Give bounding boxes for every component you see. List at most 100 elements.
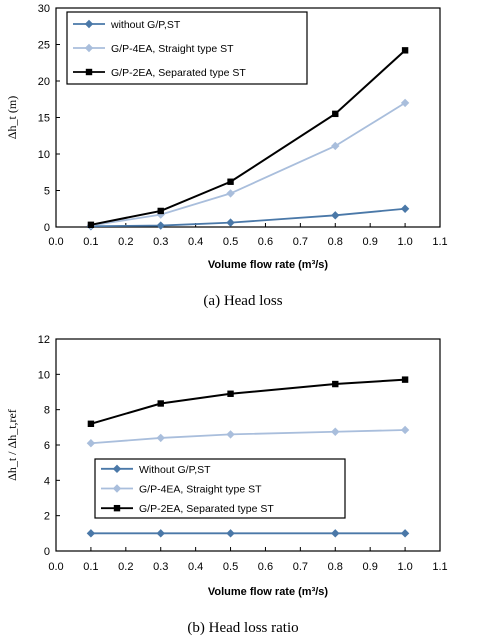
x-tick-label: 1.1 <box>432 561 447 573</box>
y-tick-label: 8 <box>44 405 50 417</box>
figure-caption: (a) Head loss <box>203 293 282 309</box>
series-line <box>90 102 406 227</box>
x-tick-label: 0.9 <box>363 561 378 573</box>
data-point <box>227 178 234 185</box>
chart-head-loss: 0.0 0.1 0.2 0.3 0.4 0.5 0.6 0.7 0.8 0.9 1.0 1.1 0 5 10… <box>5 3 448 309</box>
y-axis-title: Δh_t / Δh_t,ref <box>5 409 19 481</box>
legend-label: G/P-2EA, Separated type ST <box>139 503 274 515</box>
data-point <box>400 98 410 108</box>
y-tick-label: 10 <box>38 369 50 381</box>
data-point <box>156 433 165 443</box>
y-tick-label: 20 <box>38 76 50 88</box>
legend-item: G/P-2EA, Separated type ST <box>73 67 246 79</box>
legend-item: G/P-4EA, Straight type ST <box>101 484 262 496</box>
data-point <box>87 420 95 427</box>
series-2 <box>86 425 410 448</box>
legend-item: G/P-4EA, Straight type ST <box>73 43 234 55</box>
y-tick-label: 0 <box>44 222 50 234</box>
series-line <box>90 378 406 425</box>
x-tick-label: 0.8 <box>328 236 343 248</box>
data-point <box>331 141 340 151</box>
data-point <box>86 529 96 538</box>
figure-caption: (b) Head loss ratio <box>187 620 298 636</box>
legend: without G/P,ST G/P-4EA, Straight type ST G… <box>66 11 308 85</box>
x-axis-title: Volume flow rate (m³/s) <box>208 586 329 598</box>
x-tick-label: 0.3 <box>153 236 168 248</box>
legend-item: without G/P,ST <box>73 19 181 31</box>
series-line <box>90 429 406 445</box>
data-point <box>400 529 410 538</box>
legend-swatch-marker <box>85 68 93 76</box>
x-tick-label: 0.0 <box>48 236 63 248</box>
legend-item: G/P-2EA, Separated type ST <box>101 503 274 515</box>
x-tick-label: 0.6 <box>258 561 273 573</box>
data-point <box>226 218 235 227</box>
series-3 <box>87 376 409 427</box>
data-point <box>400 425 410 435</box>
data-point <box>156 221 165 230</box>
legend-item: Without G/P,ST <box>101 464 211 476</box>
x-tick-label: 0.4 <box>188 236 203 248</box>
y-tick-label: 30 <box>38 3 50 15</box>
data-point <box>401 376 409 383</box>
x-tick-label: 0.2 <box>118 236 133 248</box>
legend-swatch-marker <box>113 504 121 512</box>
x-tick-label: 0.9 <box>363 236 378 248</box>
data-point <box>331 211 340 220</box>
data-point <box>332 110 339 118</box>
x-tick-label: 1.0 <box>397 236 412 248</box>
x-tick-label: 0.1 <box>83 561 98 573</box>
plot-frame <box>55 338 441 552</box>
data-point <box>401 47 409 54</box>
data-point <box>226 529 235 538</box>
data-point <box>226 430 235 439</box>
x-tick-label: 0.4 <box>188 561 203 573</box>
data-point <box>87 221 95 229</box>
y-tick-label: 5 <box>44 186 50 198</box>
data-point <box>400 204 410 213</box>
legend-box <box>66 11 308 85</box>
data-point <box>226 189 235 198</box>
data-point <box>156 529 165 538</box>
series-3 <box>87 47 409 229</box>
legend-label: G/P-2EA, Separated type ST <box>111 67 246 79</box>
x-tick-label: 1.0 <box>397 561 412 573</box>
legend-label: Without G/P,ST <box>139 464 211 476</box>
legend-label: without G/P,ST <box>110 19 181 31</box>
data-point <box>332 380 339 388</box>
chart-head-loss-ratio: 0.0 0.1 0.2 0.3 0.4 0.5 0.6 0.7 0.8 0.9 1.0 1.1 0 2 4 6… <box>5 334 448 636</box>
x-tick-label: 0.2 <box>118 561 133 573</box>
y-tick-label: 6 <box>44 440 50 452</box>
y-tick-label: 4 <box>44 475 50 487</box>
y-tick-label: 0 <box>44 546 50 558</box>
legend-swatch-marker <box>84 19 94 29</box>
x-tick-label: 1.1 <box>432 236 447 248</box>
legend-swatch-marker <box>112 484 122 493</box>
series-2 <box>86 98 410 230</box>
legend-swatch-marker <box>84 43 94 53</box>
y-tick-label: 10 <box>38 149 50 161</box>
data-point <box>331 529 340 538</box>
x-tick-label: 0.8 <box>328 561 343 573</box>
data-point <box>157 207 164 215</box>
data-point <box>157 400 164 407</box>
y-tick-label: 2 <box>44 511 50 523</box>
x-tick-label: 0.7 <box>293 561 308 573</box>
x-axis-title: Volume flow rate (m³/s) <box>208 259 329 271</box>
x-tick-label: 0.5 <box>223 561 238 573</box>
data-point <box>331 427 340 436</box>
y-axis-title: Δh_t (m) <box>5 96 19 139</box>
legend-label: G/P-4EA, Straight type ST <box>111 43 234 55</box>
data-point <box>86 439 96 448</box>
x-tick-label: 0.0 <box>48 561 63 573</box>
y-tick-label: 15 <box>38 113 50 125</box>
legend: Without G/P,ST G/P-4EA, Straight type ST G… <box>94 458 346 519</box>
y-tick-label: 12 <box>38 334 50 346</box>
legend-box <box>94 458 346 519</box>
x-tick-label: 0.7 <box>293 236 308 248</box>
x-tick-label: 0.6 <box>258 236 273 248</box>
series-1 <box>86 529 410 538</box>
data-point <box>227 390 234 397</box>
legend-swatch-marker <box>112 464 122 474</box>
